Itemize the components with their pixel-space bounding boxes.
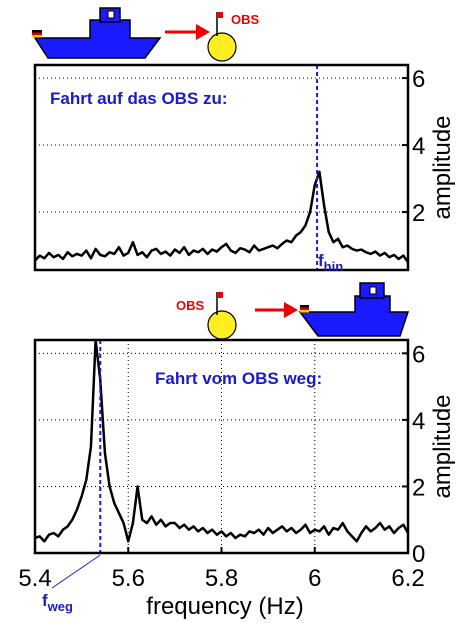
x-tick-label: 5.6 [112, 565, 145, 592]
figure: OBS OBS 246Fahrt auf das OBS zu:fhinampl… [0, 0, 456, 623]
data-line [35, 172, 408, 262]
x-tick-label: 6 [308, 565, 321, 592]
y-tick-label: 2 [412, 200, 425, 227]
y-axis-label: amplitude [429, 115, 456, 219]
obs-label: OBS [176, 298, 205, 313]
obs-label: OBS [231, 12, 260, 27]
annotation: Fahrt vom OBS weg: [155, 369, 322, 388]
marker-label-sub: hin [324, 259, 344, 274]
y-tick-label: 6 [412, 341, 425, 368]
y-tick-label: 2 [412, 474, 425, 501]
marker-pointer [52, 555, 100, 588]
x-tick-label: 5.4 [18, 565, 51, 592]
marker-label-sub: weg [47, 599, 73, 614]
marker-label: fweg [42, 591, 73, 614]
ship-illustration-top: OBS [32, 8, 260, 61]
x-axis-label: frequency (Hz) [146, 593, 303, 620]
annotation: Fahrt auf das OBS zu: [50, 89, 228, 108]
x-tick-label: 5.8 [205, 565, 238, 592]
y-tick-label: 6 [412, 66, 425, 93]
y-tick-label: 4 [412, 133, 425, 160]
y-tick-label: 4 [412, 408, 425, 435]
x-tick-label: 6.2 [391, 565, 424, 592]
y-axis-label: amplitude [429, 394, 456, 498]
y-tick-label: 0 [412, 541, 425, 568]
ship-illustration-bottom: OBS [176, 283, 408, 339]
